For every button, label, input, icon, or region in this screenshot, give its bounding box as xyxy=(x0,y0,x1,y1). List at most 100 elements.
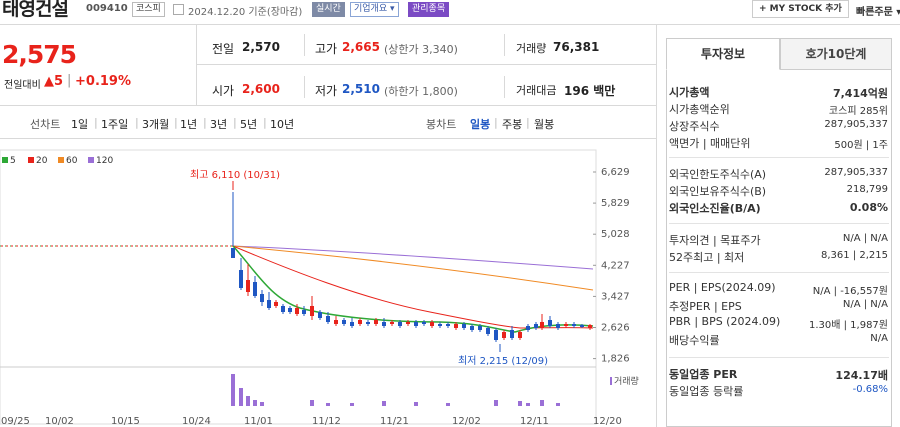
quick-order-button[interactable]: 빠른주문 ▾ xyxy=(856,7,900,18)
volume-bar xyxy=(526,403,530,406)
candle-body xyxy=(526,326,530,330)
volume-legend: 거래량 xyxy=(614,375,639,387)
panel-value: 500원 | 1주 xyxy=(834,140,888,151)
candle-body xyxy=(358,320,362,324)
candle-body xyxy=(430,322,434,326)
x-tick-label: 11/01 xyxy=(244,416,273,427)
panel-section-divider xyxy=(669,157,889,158)
candle-body xyxy=(406,322,410,324)
panel-section-divider xyxy=(669,223,889,224)
candle-body xyxy=(510,330,514,338)
panel-value: 1.30배 | 1,987원 xyxy=(808,320,888,331)
candle-body xyxy=(350,322,354,326)
candle-body xyxy=(534,324,538,328)
period-daily[interactable]: 일봉 xyxy=(470,118,491,131)
header-divider xyxy=(0,24,900,25)
low-label: 저가 xyxy=(315,84,338,98)
x-tick-label: 10/02 xyxy=(45,416,74,427)
candle-body xyxy=(246,280,250,292)
ma5-line xyxy=(232,245,594,333)
panel-value: -0.68% xyxy=(852,384,888,395)
low-annotation: 최저 2,215 (12/09) xyxy=(458,355,548,367)
change-percent: +0.19% xyxy=(75,74,131,89)
candle-chart-label[interactable]: 봉차트 xyxy=(426,118,457,131)
tab-orderbook[interactable]: 호가10단계 xyxy=(780,38,892,70)
prev-close-label: 전일 xyxy=(212,42,235,56)
candle-body xyxy=(231,248,235,258)
sep: | xyxy=(94,116,98,129)
candle-body xyxy=(502,332,506,338)
panel-section-divider xyxy=(669,272,889,273)
period-5y[interactable]: 5년 xyxy=(240,118,258,131)
candle-body xyxy=(374,320,378,324)
candle-body xyxy=(422,322,426,324)
x-tick-label: 12/11 xyxy=(520,416,549,427)
volume-bar xyxy=(253,400,257,406)
price-chart[interactable]: 5 20 60 120 6,629 5,829 5,028 4,227 3,427 2,6… xyxy=(0,140,656,427)
period-monthly[interactable]: 월봉 xyxy=(534,118,555,131)
period-weekly[interactable]: 주봉 xyxy=(502,118,523,131)
line-chart-label[interactable]: 선차트 xyxy=(30,118,61,131)
sep: | xyxy=(494,116,498,129)
x-tick-label: 12/20 xyxy=(593,416,622,427)
x-tick-label: 10/15 xyxy=(111,416,140,427)
stats-col-divider xyxy=(304,34,305,56)
candle-body xyxy=(302,310,306,314)
add-mystock-button[interactable]: + MY STOCK 추가 xyxy=(752,0,849,18)
candle-body xyxy=(295,308,299,314)
candle-body xyxy=(239,270,243,288)
stats-col-divider xyxy=(504,76,505,98)
period-1y[interactable]: 1년 xyxy=(180,118,198,131)
period-10y[interactable]: 10년 xyxy=(270,118,295,131)
volume-bar xyxy=(556,403,560,406)
panel-divider xyxy=(656,25,657,427)
period-1w[interactable]: 1주일 xyxy=(101,118,129,131)
realtime-chip[interactable]: 실시간 xyxy=(312,2,345,17)
candle-body xyxy=(438,324,442,326)
ma60-line xyxy=(232,245,594,291)
y-tick-label: 3,427 xyxy=(601,291,630,302)
period-3m[interactable]: 3개월 xyxy=(142,118,170,131)
volume-value: 76,381 xyxy=(553,40,600,54)
candle-body xyxy=(470,326,474,330)
candle-body xyxy=(253,282,257,296)
volume-bar xyxy=(518,401,522,406)
panel-section-divider xyxy=(669,357,889,358)
low-value: 2,510 xyxy=(342,82,380,96)
candle-body xyxy=(518,332,522,338)
tab-investment-info[interactable]: 투자정보 xyxy=(666,38,780,70)
panel-label: 52주최고 | 최저 xyxy=(669,251,745,264)
x-tick-label: 09/25 xyxy=(1,416,30,427)
period-1d[interactable]: 1일 xyxy=(71,118,89,131)
ma5-legend-swatch xyxy=(2,157,8,163)
volume-legend-swatch xyxy=(610,377,612,385)
y-tick-label: 1,826 xyxy=(601,354,630,365)
prev-close-value: 2,570 xyxy=(242,40,280,54)
panel-label: PER | EPS(2024.09) xyxy=(669,281,776,294)
panel-label: 추정PER | EPS xyxy=(669,300,742,313)
volume-label: 거래량 xyxy=(516,42,547,55)
ma60-legend-swatch xyxy=(58,157,64,163)
period-3y[interactable]: 3년 xyxy=(210,118,228,131)
managed-stock-badge[interactable]: 관리종목 xyxy=(408,2,450,17)
candle-body xyxy=(398,322,402,326)
ma60-legend: 60 xyxy=(66,156,78,166)
company-overview-dropdown[interactable]: 기업개요 ▾ xyxy=(350,2,399,17)
panel-label: 시가총액 xyxy=(669,86,710,99)
change-separator: | xyxy=(67,73,72,88)
sep: | xyxy=(233,116,237,129)
ma120-line xyxy=(232,245,594,270)
candle-body xyxy=(548,320,552,326)
volume-bar xyxy=(494,400,498,406)
x-tick-label: 11/12 xyxy=(312,416,341,427)
panel-label: 외국인한도주식수(A) xyxy=(669,168,767,181)
panel-value: 287,905,337 xyxy=(824,167,888,178)
candle-body xyxy=(486,328,490,334)
volume-bar xyxy=(231,374,235,406)
amount-value: 196 백만 xyxy=(564,84,616,98)
ma-legend: 5 20 60 120 xyxy=(2,156,113,166)
volume-bar xyxy=(446,403,450,406)
high-value: 2,665 xyxy=(342,40,380,54)
candle-body xyxy=(462,324,466,328)
panel-value: 287,905,337 xyxy=(824,119,888,130)
